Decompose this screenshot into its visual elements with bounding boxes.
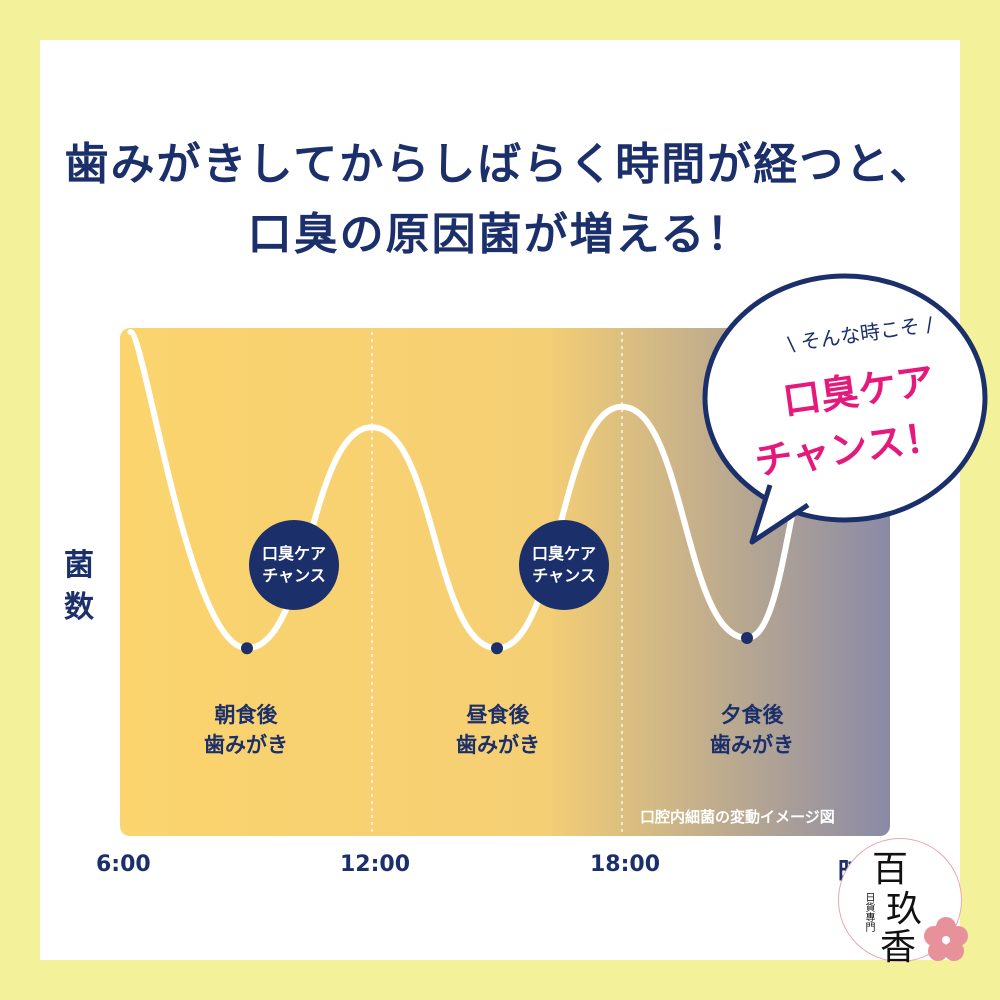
- x-tick-18: 18:00: [590, 852, 661, 877]
- annotation-lunch: 昼食後 歯みがき: [418, 700, 578, 760]
- annotation-breakfast: 朝食後 歯みがき: [166, 700, 326, 760]
- chart-caption: 口腔内細菌の変動イメージ図: [640, 808, 835, 826]
- chart-title-line1: 歯みがきしてからしばらく時間が経つと、: [64, 139, 936, 190]
- chart-title-line2: 口臭の原因菌が増える！: [247, 209, 753, 260]
- stamp-char-1: 百: [872, 849, 909, 890]
- annotation-dinner-line1: 夕食後: [720, 703, 784, 727]
- badge-1-line1: 口臭ケア: [261, 544, 326, 563]
- annotation-breakfast-line1: 朝食後: [214, 703, 278, 727]
- y-axis-label-line2: 数: [64, 590, 94, 625]
- x-tick-12: 12:00: [340, 852, 411, 877]
- stamp-char-3: 香: [880, 927, 917, 968]
- stamp-subtext: 日貨專門: [863, 892, 874, 932]
- annotation-dinner: 夕食後 歯みがき: [672, 700, 832, 760]
- brushing-point-3: [741, 632, 753, 644]
- annotation-lunch-line2: 歯みがき: [456, 733, 540, 757]
- care-chance-badge-1: 口臭ケア チャンス: [249, 520, 339, 610]
- annotation-lunch-line1: 昼食後: [466, 703, 530, 727]
- y-axis-label-line1: 菌: [64, 548, 94, 583]
- x-tick-6: 6:00: [96, 852, 151, 877]
- badge-1-line2: チャンス: [262, 566, 326, 585]
- stamp-char-2: 玖: [886, 889, 923, 930]
- brushing-point-1: [241, 642, 253, 655]
- annotation-breakfast-line2: 歯みがき: [204, 733, 288, 757]
- plot-panel: [120, 328, 890, 836]
- brushing-point-2: [491, 642, 503, 655]
- badge-2-line1: 口臭ケア: [531, 544, 596, 563]
- care-chance-badge-2: 口臭ケア チャンス: [519, 520, 609, 610]
- badge-2-line2: チャンス: [532, 566, 596, 585]
- annotation-dinner-line2: 歯みがき: [710, 733, 794, 757]
